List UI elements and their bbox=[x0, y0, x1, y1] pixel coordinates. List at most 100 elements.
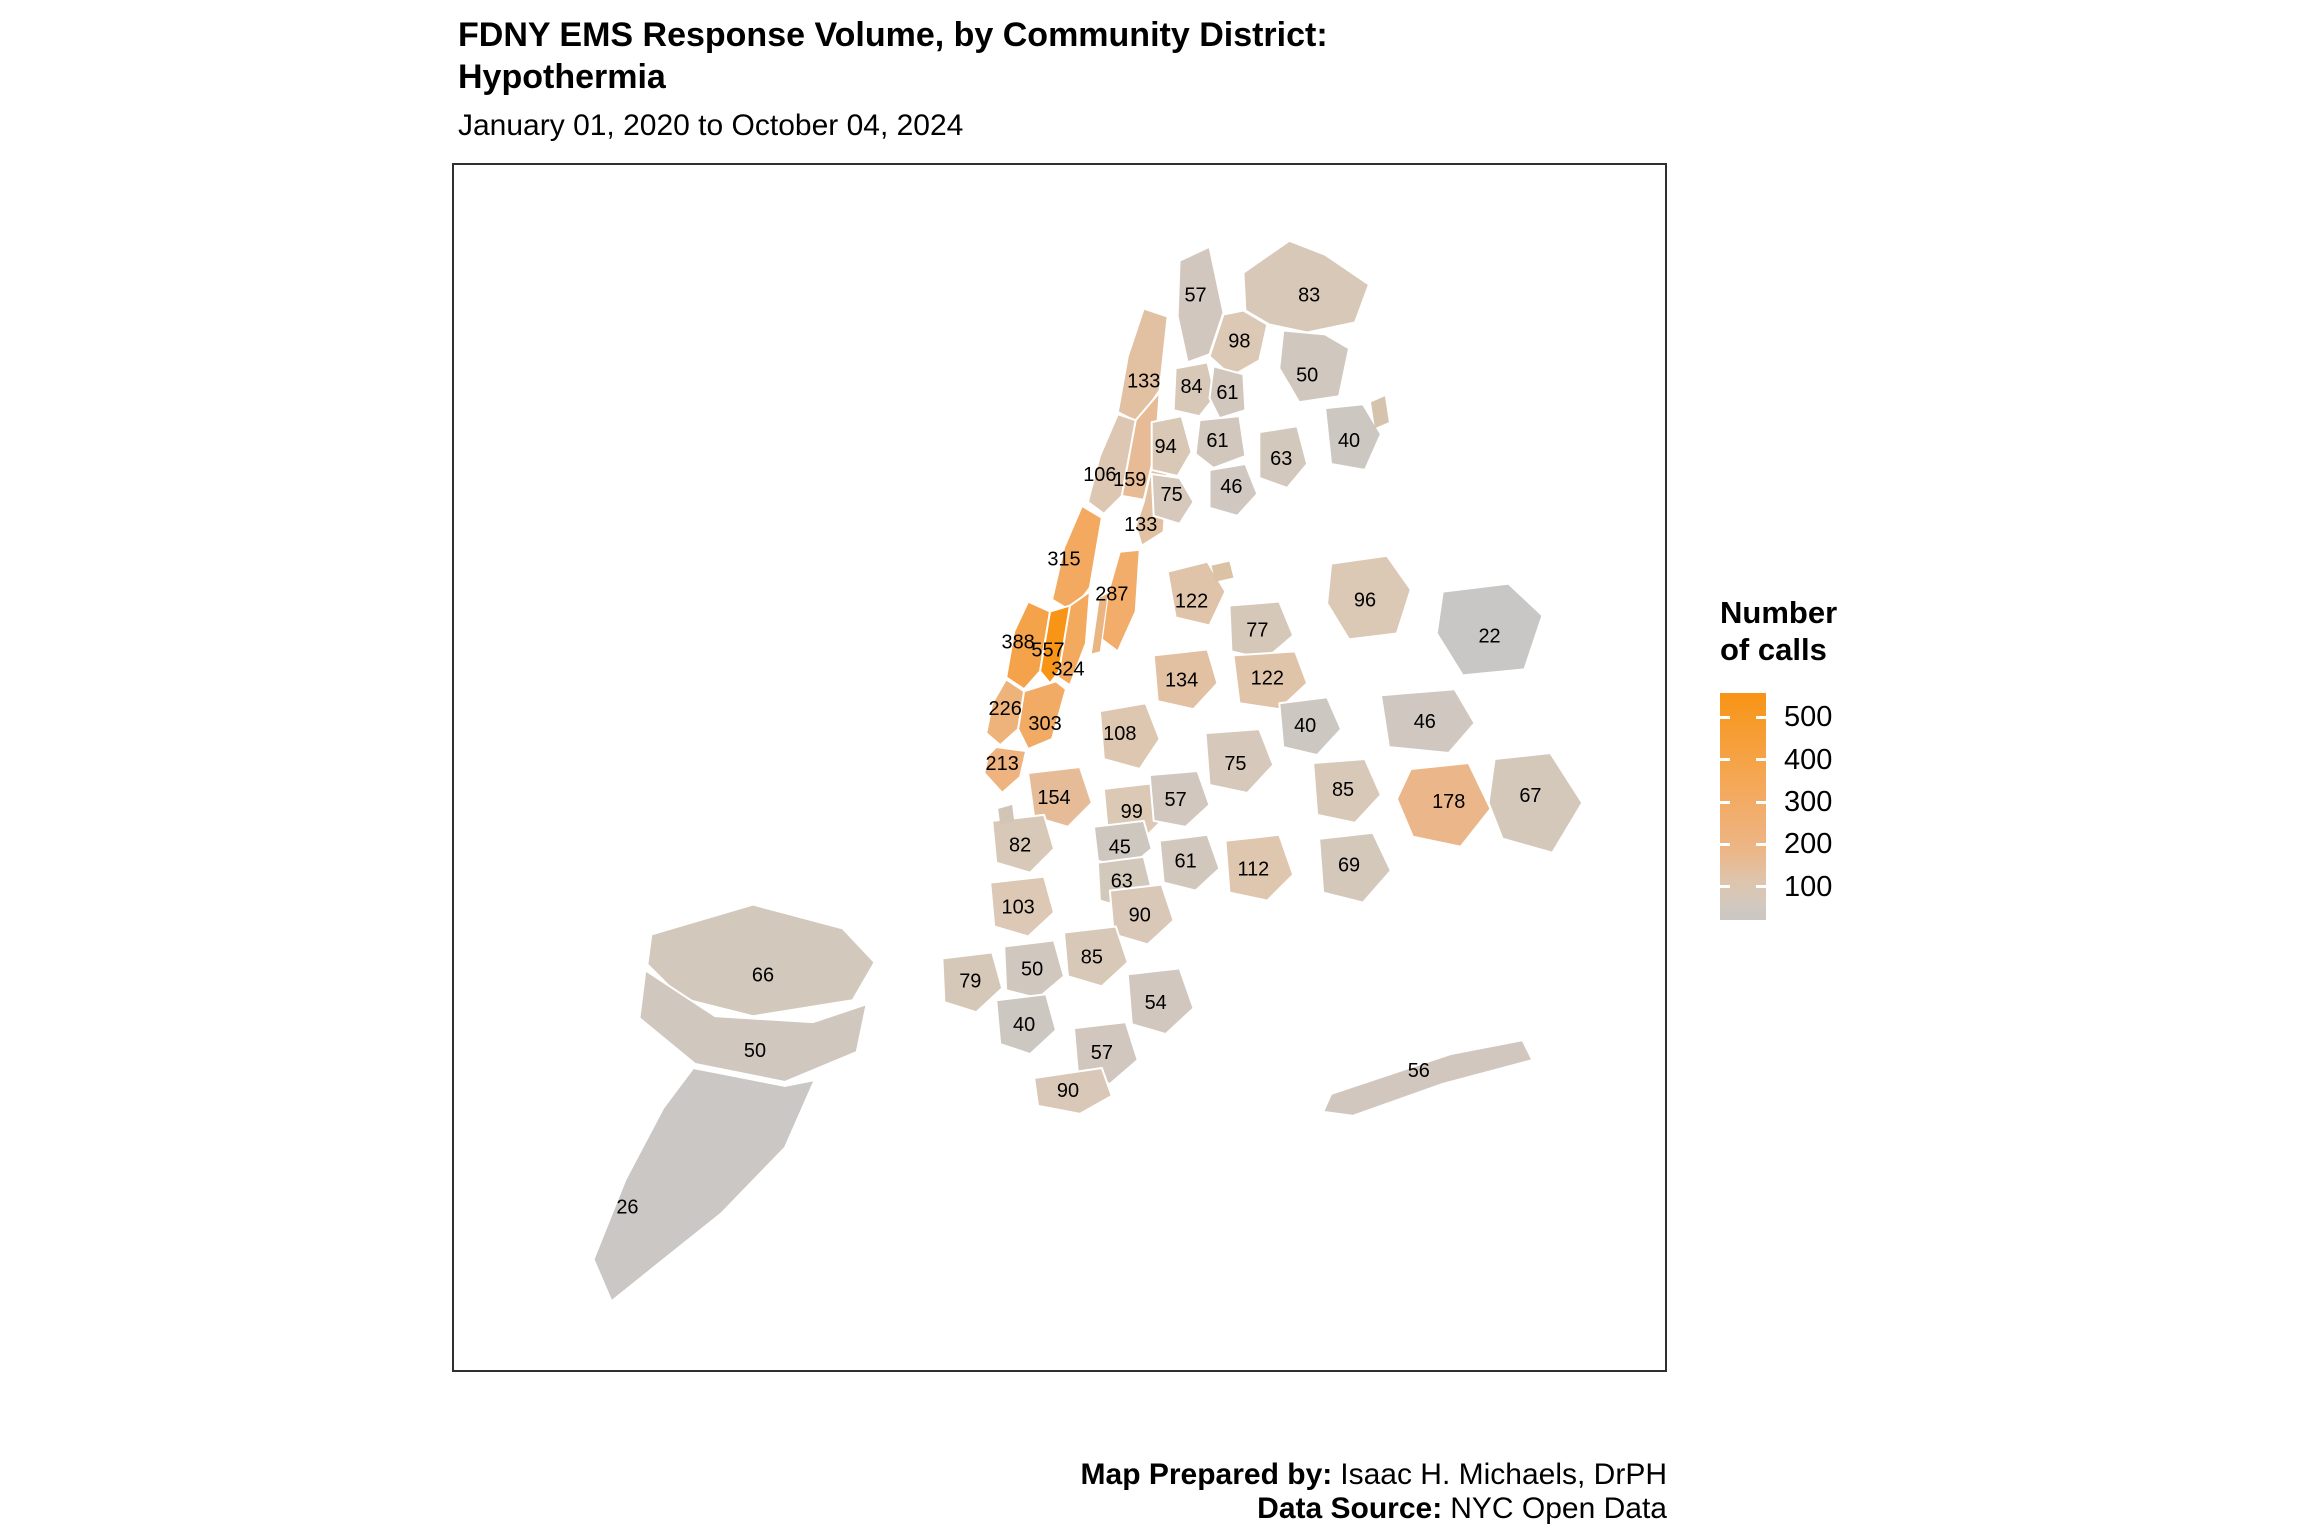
footer-prepared-value: Isaac H. Michaels, DrPH bbox=[1340, 1458, 1667, 1491]
district-label: 108 bbox=[1103, 723, 1136, 745]
legend-tick bbox=[1756, 800, 1766, 804]
district-shape bbox=[1033, 1067, 1113, 1115]
district-shape bbox=[1324, 403, 1382, 471]
legend-tick bbox=[1756, 758, 1766, 762]
district-shape bbox=[1208, 365, 1247, 420]
district-label: 90 bbox=[1129, 904, 1151, 926]
district-label: 90 bbox=[1057, 1080, 1079, 1102]
legend-tick bbox=[1756, 842, 1766, 846]
district-shape bbox=[983, 746, 1028, 794]
district-label: 75 bbox=[1161, 484, 1183, 506]
district-label: 46 bbox=[1220, 476, 1242, 498]
district-shape bbox=[1395, 762, 1492, 848]
district-shape bbox=[1150, 472, 1195, 525]
district-shape bbox=[1172, 361, 1217, 418]
district-label: 106 bbox=[1083, 464, 1116, 486]
district-shape bbox=[991, 813, 1056, 874]
district-shape bbox=[1278, 329, 1351, 404]
district-shape bbox=[1204, 728, 1275, 794]
district-label: 324 bbox=[1051, 658, 1084, 680]
district-label: 103 bbox=[1002, 897, 1035, 919]
district-shape bbox=[995, 993, 1058, 1056]
district-label: 96 bbox=[1354, 590, 1376, 612]
rikers-island bbox=[1211, 561, 1234, 582]
district-label: 26 bbox=[616, 1197, 638, 1219]
district-label: 557 bbox=[1031, 639, 1064, 661]
district-shape bbox=[1322, 1039, 1534, 1117]
district-label: 40 bbox=[1013, 1014, 1035, 1036]
legend-tick-label: 300 bbox=[1784, 786, 1833, 819]
district-shape bbox=[1326, 554, 1412, 641]
district-label: 57 bbox=[1165, 789, 1187, 811]
district-shape bbox=[1027, 766, 1093, 828]
footer-source-label: Data Source: bbox=[1257, 1492, 1443, 1525]
district-label: 40 bbox=[1338, 430, 1360, 452]
district-label: 178 bbox=[1432, 791, 1465, 813]
district-shape bbox=[1228, 600, 1295, 661]
district-label: 69 bbox=[1338, 855, 1360, 877]
district-label: 40 bbox=[1294, 715, 1316, 737]
legend-gradient-bar bbox=[1720, 693, 1766, 920]
district-label: 226 bbox=[989, 698, 1022, 720]
district-shape bbox=[638, 969, 868, 1083]
legend-tick-label: 200 bbox=[1784, 828, 1833, 861]
map-panel: 133 106 159 133 315 287 388 557 324 226 303 213 57 83… bbox=[452, 163, 1667, 1372]
district-shape bbox=[1487, 752, 1584, 854]
legend-tick-label: 100 bbox=[1784, 870, 1833, 903]
footer-data-source: Data Source: NYC Open Data bbox=[1081, 1492, 1667, 1526]
district-label: 85 bbox=[1081, 946, 1103, 968]
district-shape bbox=[1258, 425, 1309, 489]
district-shape bbox=[1232, 650, 1309, 711]
district-label: 61 bbox=[1216, 382, 1238, 404]
legend-tick bbox=[1720, 758, 1730, 762]
district-label: 61 bbox=[1206, 430, 1228, 452]
district-shape bbox=[1098, 702, 1161, 770]
legend-tick bbox=[1720, 715, 1730, 719]
district-shape bbox=[1166, 560, 1227, 627]
district-shape bbox=[1003, 939, 1065, 1000]
governors-island bbox=[998, 804, 1015, 825]
legend-tick bbox=[1756, 885, 1766, 889]
district-shape bbox=[1158, 833, 1221, 892]
district-shape bbox=[1242, 239, 1370, 334]
district-shape bbox=[941, 951, 1004, 1014]
legend-tick-label: 500 bbox=[1784, 701, 1833, 734]
district-label: 84 bbox=[1180, 376, 1202, 398]
page-title: FDNY EMS Response Volume, by Community D… bbox=[458, 14, 1328, 98]
district-label: 315 bbox=[1047, 549, 1080, 571]
district-label: 66 bbox=[752, 964, 774, 986]
district-label: 57 bbox=[1184, 285, 1206, 307]
legend-title-line1: Number bbox=[1720, 595, 1838, 630]
page-subtitle: January 01, 2020 to October 04, 2024 bbox=[458, 109, 964, 142]
district-label: 50 bbox=[1021, 958, 1043, 980]
district-label: 57 bbox=[1091, 1042, 1113, 1064]
footer-prepared-label: Map Prepared by: bbox=[1080, 1458, 1333, 1491]
footer-source-value: NYC Open Data bbox=[1450, 1492, 1667, 1525]
district-label: 98 bbox=[1228, 330, 1250, 352]
legend-title-line2: of calls bbox=[1720, 632, 1827, 667]
district-label: 133 bbox=[1124, 514, 1157, 536]
district-shape bbox=[1318, 831, 1392, 904]
district-label: 67 bbox=[1519, 785, 1541, 807]
district-label: 45 bbox=[1109, 837, 1131, 859]
district-shape bbox=[989, 875, 1056, 938]
district-label: 85 bbox=[1332, 779, 1354, 801]
district-label: 287 bbox=[1095, 584, 1128, 606]
district-shape bbox=[1312, 758, 1382, 824]
district-label: 79 bbox=[959, 970, 981, 992]
district-shape bbox=[1116, 307, 1169, 424]
district-label: 388 bbox=[1002, 631, 1035, 653]
district-label: 213 bbox=[986, 753, 1019, 775]
district-shape bbox=[1152, 648, 1219, 711]
district-shape bbox=[1072, 1021, 1139, 1085]
legend-tick bbox=[1756, 715, 1766, 719]
district-label: 122 bbox=[1251, 667, 1284, 689]
district-shape bbox=[1100, 548, 1141, 653]
district-label: 94 bbox=[1155, 436, 1177, 458]
footer-prepared-by: Map Prepared by: Isaac H. Michaels, DrPH bbox=[1081, 1458, 1667, 1492]
district-label: 82 bbox=[1009, 835, 1031, 857]
district-shape bbox=[1150, 415, 1193, 477]
district-label: 303 bbox=[1028, 713, 1061, 735]
district-label: 83 bbox=[1298, 285, 1320, 307]
district-label: 133 bbox=[1127, 370, 1160, 392]
